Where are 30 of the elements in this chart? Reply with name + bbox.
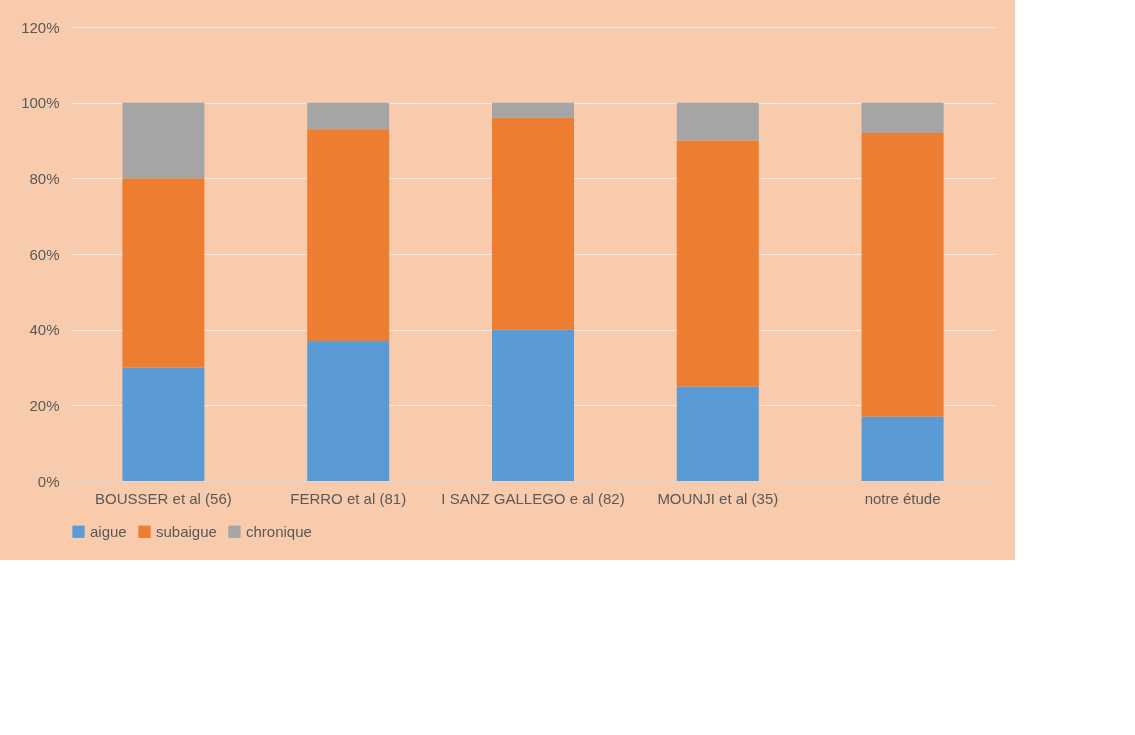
bar	[122, 102, 205, 179]
bar	[861, 102, 944, 133]
bar	[492, 329, 574, 481]
legend-label: aigue	[90, 522, 127, 540]
bar	[861, 416, 944, 481]
y-tick-label: 0%	[37, 472, 60, 490]
legend-label: subaigue	[156, 522, 217, 540]
x-tick-label: notre étude	[864, 489, 941, 507]
y-tick-label: 80%	[29, 169, 60, 187]
bar	[307, 102, 390, 130]
bar	[676, 140, 759, 387]
bar	[676, 102, 759, 141]
x-tick-label: MOUNJI et al (35)	[657, 489, 779, 507]
x-tick-label: I SANZ GALLEGO e al (82)	[441, 489, 625, 507]
bar	[676, 386, 759, 481]
legend-label: chronique	[246, 522, 312, 540]
x-tick-label: FERRO et al (81)	[290, 489, 407, 507]
bar	[492, 117, 574, 330]
y-tick-label: 100%	[21, 94, 60, 112]
y-tick-label: 60%	[29, 245, 60, 263]
bar	[307, 341, 390, 481]
y-tick-label: 20%	[29, 396, 60, 414]
bar	[861, 132, 944, 417]
y-tick-label: 40%	[29, 321, 60, 339]
bar	[122, 367, 205, 481]
y-tick-label: 120%	[21, 18, 60, 36]
bar	[307, 129, 390, 342]
bar	[492, 102, 574, 118]
x-tick-label: BOUSSER et al (56)	[95, 489, 232, 507]
bar	[122, 178, 205, 368]
